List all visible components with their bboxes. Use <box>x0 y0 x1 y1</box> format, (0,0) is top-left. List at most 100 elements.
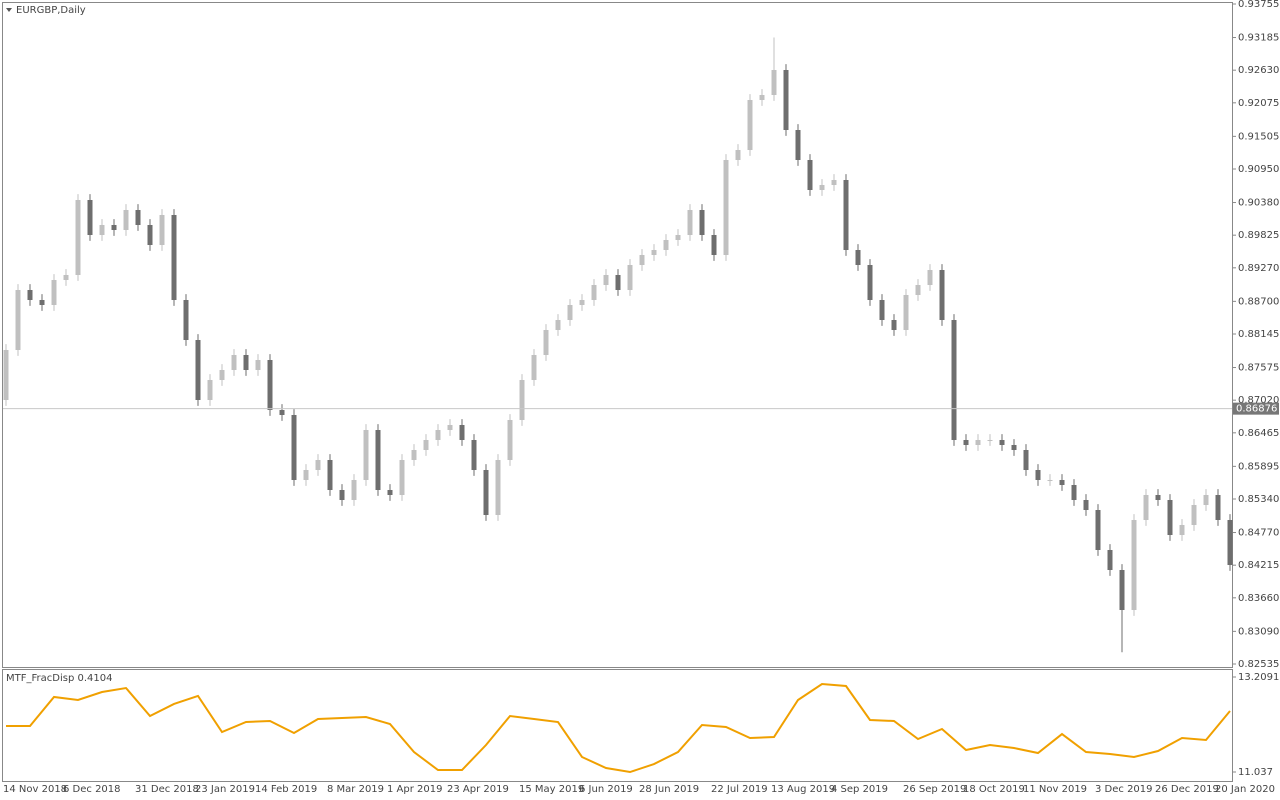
y-tick-label: 0.87575 <box>1238 363 1279 374</box>
candle-body <box>855 250 861 265</box>
candle-body <box>99 225 105 235</box>
candle-body <box>1035 470 1041 480</box>
candle-body <box>675 235 681 240</box>
candle-body <box>543 330 549 355</box>
candle-body <box>375 430 381 490</box>
candle-body <box>1047 480 1053 481</box>
main-frame <box>2 2 1233 668</box>
candle-body <box>591 285 597 300</box>
x-tick-label: 28 Jun 2019 <box>639 784 699 795</box>
candle-body <box>879 300 885 320</box>
candle-body <box>579 300 585 305</box>
x-tick-label: 31 Dec 2018 <box>135 784 199 795</box>
candle-body <box>1011 445 1017 450</box>
x-tick-label: 14 Feb 2019 <box>255 784 317 795</box>
x-tick-label: 15 May 2019 <box>519 784 584 795</box>
y-tick-label: 0.89825 <box>1238 230 1279 241</box>
candle-body <box>1119 570 1125 610</box>
candle-body <box>495 460 501 515</box>
y-tick-label: 0.92630 <box>1238 65 1279 76</box>
candle-body <box>447 425 453 430</box>
y-tick-label: 0.85895 <box>1238 461 1279 472</box>
y-tick-label: 11.037 <box>1238 767 1273 778</box>
y-tick-label: 0.88700 <box>1238 296 1279 307</box>
candle-body <box>399 460 405 495</box>
candle-body <box>927 270 933 285</box>
candle-body <box>279 410 285 415</box>
y-tick-label: 0.83090 <box>1238 626 1279 637</box>
candle-body <box>951 320 957 440</box>
candle-body <box>519 380 525 420</box>
menu-arrow[interactable] <box>6 8 12 12</box>
candle-body <box>243 355 249 370</box>
candle-body <box>1095 510 1101 550</box>
candle-body <box>87 200 93 235</box>
candle-body <box>627 265 633 290</box>
candle-body <box>819 185 825 190</box>
candle-body <box>783 70 789 130</box>
candle-body <box>903 295 909 330</box>
candle-body <box>1071 485 1077 500</box>
candle-body <box>723 160 729 255</box>
candle-body <box>195 340 201 400</box>
candle-body <box>171 215 177 300</box>
candle-body <box>771 70 777 95</box>
candle-body <box>555 320 561 330</box>
x-tick-label: 4 Sep 2019 <box>831 784 888 795</box>
candle-body <box>315 460 321 470</box>
candle-body <box>63 275 69 280</box>
y-tick-label: 0.93755 <box>1238 0 1279 10</box>
candle-body <box>207 380 213 400</box>
candle-body <box>1155 495 1161 500</box>
y-tick-label: 0.84770 <box>1238 528 1279 539</box>
candle-body <box>123 210 129 230</box>
candle-body <box>255 360 261 370</box>
candle-body <box>1131 520 1137 610</box>
candle-body <box>867 265 873 300</box>
candle-body <box>387 490 393 495</box>
x-tick-label: 6 Dec 2018 <box>63 784 121 795</box>
candle-body <box>351 480 357 500</box>
indicator-title: MTF_FracDisp 0.4104 <box>6 673 112 684</box>
x-tick-label: 23 Jan 2019 <box>195 784 255 795</box>
candle-body <box>843 180 849 250</box>
x-tick-label: 8 Mar 2019 <box>327 784 384 795</box>
y-tick-label: 0.90950 <box>1238 164 1279 175</box>
x-tick-label: 3 Dec 2019 <box>1095 784 1153 795</box>
y-tick-label: 0.85340 <box>1238 494 1279 505</box>
candle-body <box>327 460 333 490</box>
x-tick-label: 22 Jul 2019 <box>711 784 768 795</box>
y-tick-label: 0.86465 <box>1238 428 1279 439</box>
candle-body <box>663 240 669 250</box>
candle-body <box>567 305 573 320</box>
last-price-box <box>1233 402 1279 415</box>
candle-body <box>111 225 117 230</box>
x-tick-label: 14 Nov 2018 <box>3 784 67 795</box>
candle-body <box>411 450 417 460</box>
x-tick-label: 18 Oct 2019 <box>963 784 1025 795</box>
candle-body <box>1215 495 1221 520</box>
y-tick-label: 0.87020 <box>1238 395 1279 406</box>
candle-body <box>915 285 921 295</box>
candle-body <box>51 280 57 305</box>
candle-body <box>1179 525 1185 535</box>
candle-body <box>135 210 141 225</box>
candle-body <box>699 210 705 235</box>
candle-body <box>999 440 1005 445</box>
candle-body <box>1191 505 1197 525</box>
candle-body <box>1083 500 1089 510</box>
last-price-label: 0.86876 <box>1236 404 1277 415</box>
candle-body <box>711 235 717 255</box>
y-tick-label: 13.2091 <box>1238 672 1279 683</box>
candle-body <box>183 300 189 340</box>
candle-body <box>363 430 369 480</box>
candle-body <box>939 270 945 320</box>
candle-body <box>687 210 693 235</box>
candle-body <box>147 225 153 245</box>
x-tick-label: 1 Apr 2019 <box>387 784 442 795</box>
candle-body <box>75 200 81 275</box>
x-tick-label: 26 Dec 2019 <box>1155 784 1219 795</box>
candle-body <box>471 440 477 470</box>
candle-body <box>231 355 237 370</box>
